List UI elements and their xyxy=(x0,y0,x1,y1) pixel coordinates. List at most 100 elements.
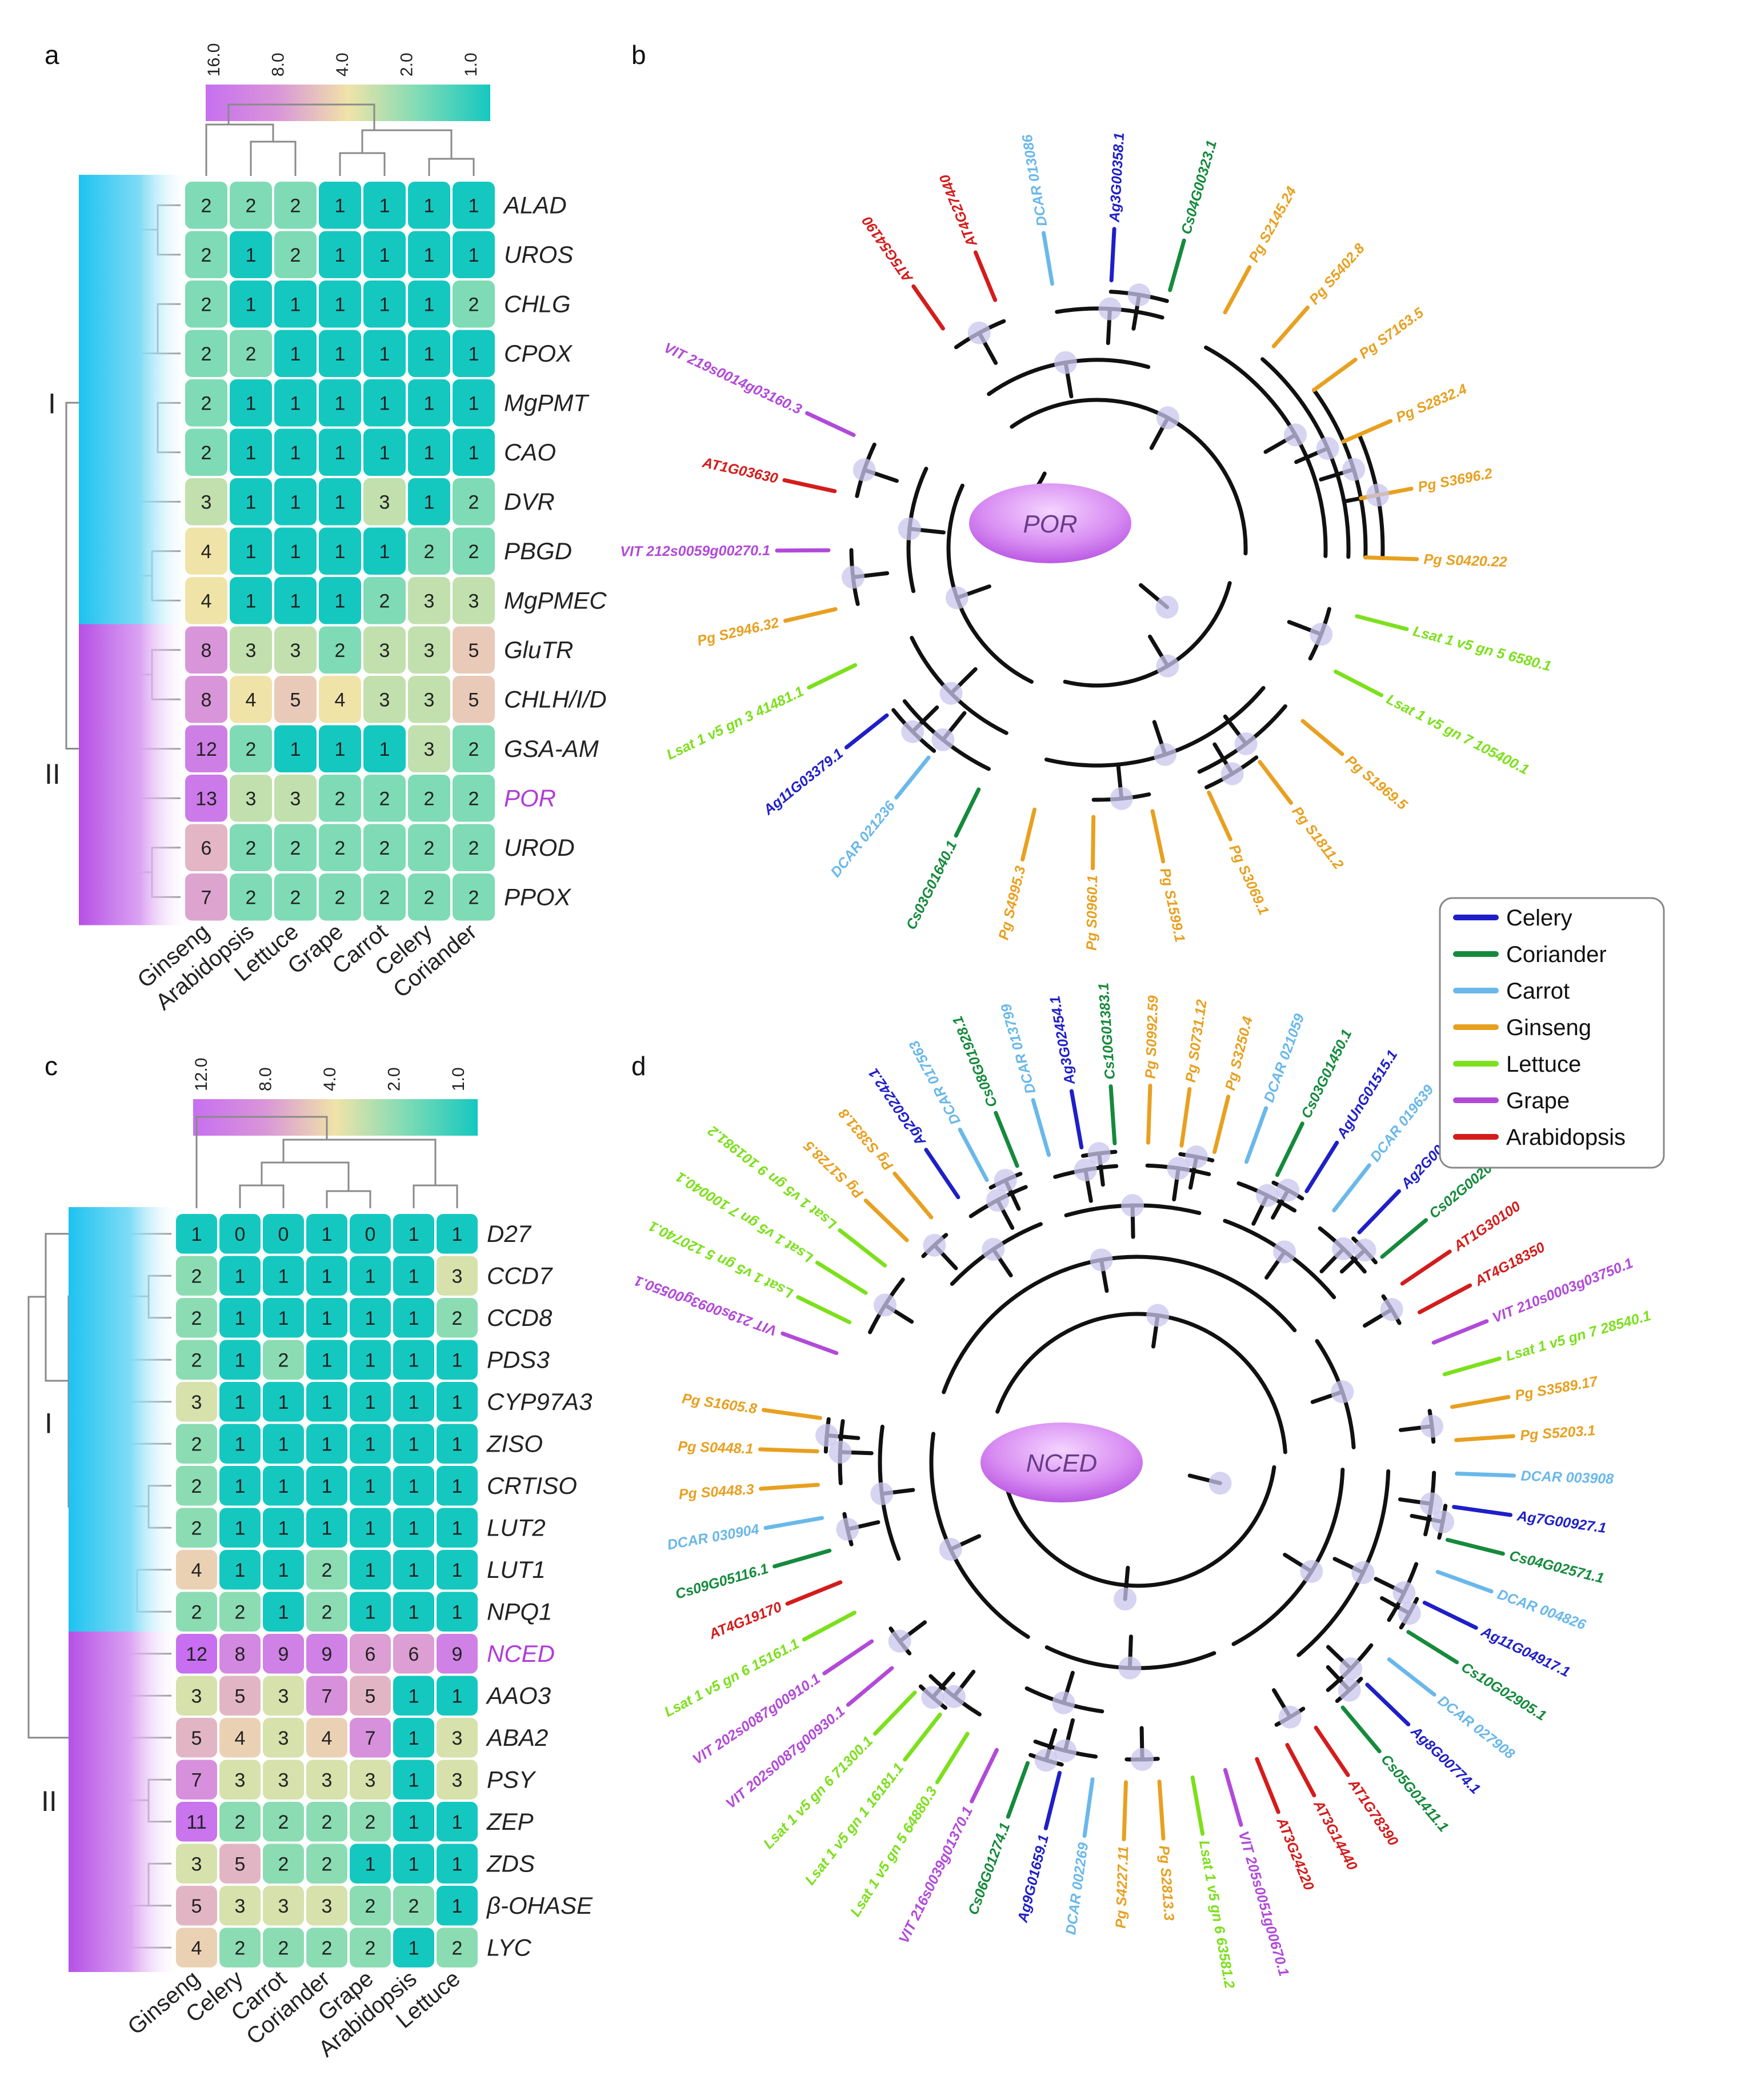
heatmap-cell xyxy=(393,1424,434,1464)
heatmap-cell-value: 3 xyxy=(201,491,212,513)
heatmap-cell-value: 2 xyxy=(191,1433,202,1455)
bootstrap-node xyxy=(1392,1581,1416,1604)
heatmap-cell xyxy=(263,1676,304,1716)
heatmap-cell-value: 1 xyxy=(365,1433,376,1455)
heatmap-cell-value: 4 xyxy=(191,1937,202,1959)
tree-leaf-branch xyxy=(1422,1601,1478,1630)
tree-leaf-branch xyxy=(1179,1087,1192,1148)
heatmap-cell xyxy=(274,182,317,229)
bootstrap-node xyxy=(1156,654,1179,678)
heatmap-cell-value: 2 xyxy=(201,195,212,217)
tree-leaf-branch xyxy=(1435,1570,1494,1594)
heatmap-cell xyxy=(274,330,317,377)
heatmap-cell xyxy=(185,527,227,575)
heatmap-cell-value: 3 xyxy=(365,1769,376,1791)
heatmap-cell xyxy=(393,1382,434,1422)
heatmap-cell-value: 3 xyxy=(379,689,390,711)
heatmap-cell-value: 2 xyxy=(469,837,479,859)
heatmap-cell-value: 1 xyxy=(409,1349,419,1371)
heatmap-cell-value: 1 xyxy=(365,1517,376,1539)
tree-leaf-branch xyxy=(1275,1121,1304,1177)
tree-leaf-branch xyxy=(1042,231,1054,286)
tree-leaf-label: Pg S5203.1 xyxy=(1519,1422,1596,1444)
heatmap-cell-value: 8 xyxy=(201,640,212,662)
tree-leaf-branch xyxy=(1454,1434,1515,1442)
heatmap-cell xyxy=(185,379,227,427)
heatmap-cell-value: 1 xyxy=(322,1265,333,1287)
heatmap-cell xyxy=(437,1214,478,1254)
heatmap-cell xyxy=(393,1927,434,1967)
heatmap-cell-value: 1 xyxy=(452,1433,463,1455)
bootstrap-node xyxy=(888,1629,911,1653)
tree-leaf-branch xyxy=(1168,238,1186,292)
panel-label-d: d xyxy=(631,1051,646,1081)
heatmap-cell xyxy=(393,1592,434,1632)
bootstrap-node xyxy=(1380,1298,1403,1321)
heatmap-cell-value: 2 xyxy=(322,1853,333,1875)
heatmap-cell xyxy=(408,478,450,526)
heatmap-cell-value: 2 xyxy=(278,1853,289,1875)
center-ellipse-b xyxy=(969,483,1131,563)
tree-leaf-label: AT1G03630 xyxy=(701,455,779,487)
tree-leaf-branch xyxy=(1357,1189,1401,1235)
tree-leaf-branch xyxy=(822,1639,874,1676)
heatmap-cell xyxy=(219,1340,261,1380)
heatmap-cell xyxy=(219,1634,261,1674)
tree-leaf-branch xyxy=(863,1199,909,1243)
heatmap-cell xyxy=(453,182,495,229)
panel-label-b: b xyxy=(631,40,646,70)
tree-leaf-branch xyxy=(1380,1218,1428,1259)
heatmap-cell xyxy=(219,1382,261,1422)
heatmap-cell-value: 1 xyxy=(452,1349,463,1371)
column-dendrogram-branch xyxy=(428,158,475,176)
gene-label: CCD8 xyxy=(487,1304,553,1331)
tree-leaf-label: Lsat 1 v5 gn 6 71300.1 xyxy=(761,1733,876,1852)
cluster-band-I xyxy=(79,175,190,624)
heatmap-cell xyxy=(263,1802,304,1842)
bootstrap-node xyxy=(1419,1492,1443,1516)
tree-leaf-label: DCAR 013799 xyxy=(998,1002,1039,1096)
heatmap-cell xyxy=(219,1508,261,1548)
heatmap-cell-value: 1 xyxy=(335,245,346,266)
heatmap-cell xyxy=(393,1886,434,1926)
heatmap-cell-value: 2 xyxy=(469,294,479,315)
heatmap-cell xyxy=(176,1760,217,1800)
heatmap-cell-value: 1 xyxy=(246,245,257,266)
heatmap-cell-value: 3 xyxy=(322,1895,333,1917)
heatmap-cell xyxy=(437,1718,478,1758)
heatmap-cell xyxy=(176,1634,217,1674)
heatmap-cell-value: 3 xyxy=(278,1895,289,1917)
heatmap-cell-value: 3 xyxy=(452,1265,463,1287)
tree-leaf-label: Pg S0960.1 xyxy=(1083,875,1100,951)
heatmap-cell xyxy=(185,428,227,476)
heatmap-cell-value: 1 xyxy=(424,442,435,464)
heatmap-cell-value: 3 xyxy=(379,640,390,662)
heatmap-cell xyxy=(306,1256,347,1296)
tree-leaf-branch xyxy=(954,787,981,838)
heatmap-cell xyxy=(176,1550,217,1590)
heatmap-cell xyxy=(319,231,361,278)
cluster-label-I: I xyxy=(45,1408,53,1440)
tree-leaf-label: Ag11G04917.1 xyxy=(1478,1624,1572,1681)
legend-label: Coriander xyxy=(1506,942,1607,967)
heatmap-cell-value: 5 xyxy=(290,689,301,711)
tree-leaf-label: Pg S3696.2 xyxy=(1416,466,1494,495)
bootstrap-node xyxy=(1398,1602,1421,1625)
heatmap-cell xyxy=(408,626,450,674)
tree-leaf-label: AT5G54190 xyxy=(859,213,916,286)
tree-leaf-branch xyxy=(846,1666,894,1707)
heatmap-cell xyxy=(453,775,495,822)
heatmap-cell xyxy=(263,1592,304,1632)
tree-leaf-branch xyxy=(1150,809,1166,864)
tree-leaf-branch xyxy=(1431,1319,1489,1345)
heatmap-cell xyxy=(263,1550,304,1590)
heatmap-cell xyxy=(306,1550,347,1590)
center-ellipse-d xyxy=(980,1422,1143,1502)
heatmap-cell-value: 2 xyxy=(469,491,479,513)
heatmap-cell xyxy=(363,626,406,674)
center-label-b: POR xyxy=(1023,510,1077,538)
heatmap-cell-value: 1 xyxy=(246,294,257,315)
heatmap-cell xyxy=(408,379,450,427)
heatmap-cell-value: 3 xyxy=(424,739,435,760)
tree-leaf-branch xyxy=(958,1127,989,1182)
